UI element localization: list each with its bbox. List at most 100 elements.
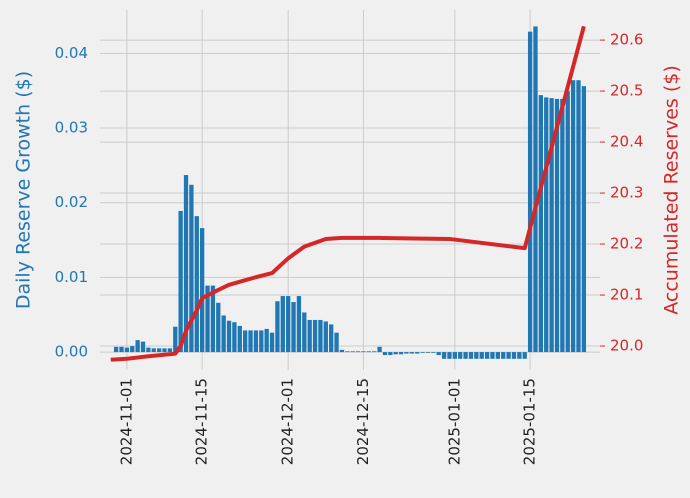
bar — [167, 348, 173, 353]
bar — [243, 330, 248, 353]
bar — [560, 98, 565, 353]
bar — [458, 352, 463, 359]
bar — [533, 26, 538, 353]
bar — [522, 352, 527, 359]
bar — [355, 351, 361, 353]
bar — [409, 352, 414, 354]
bar — [544, 97, 549, 353]
bar — [205, 285, 210, 353]
bar — [173, 326, 178, 353]
bar — [259, 330, 264, 353]
bar — [468, 352, 474, 359]
bar — [495, 352, 500, 359]
bar — [366, 351, 371, 353]
bar — [269, 332, 275, 353]
y2-tick-label: 20.5 — [610, 82, 643, 100]
x-tick-label: 2024-11-15 — [193, 378, 211, 465]
x-tick-label: 2025-01-01 — [445, 378, 463, 465]
bar — [151, 348, 156, 353]
bar — [183, 175, 189, 353]
bar — [232, 322, 237, 353]
bar — [436, 352, 441, 356]
bar — [431, 352, 436, 353]
bar — [554, 98, 560, 353]
y-tick-label: 0.02 — [55, 193, 88, 211]
bar — [264, 328, 269, 353]
bar — [393, 352, 398, 355]
bar — [484, 352, 490, 359]
bar — [189, 184, 194, 353]
x-tick-label: 2024-11-01 — [117, 378, 135, 465]
bar — [312, 319, 318, 353]
bar — [113, 346, 119, 353]
y2-axis-label: Accumulated Reserves ($) — [661, 65, 683, 315]
bar — [296, 296, 302, 353]
bar — [576, 80, 581, 353]
bar — [216, 302, 221, 353]
bar — [194, 216, 199, 353]
bar — [350, 351, 355, 353]
bar — [323, 321, 328, 353]
bar — [307, 319, 312, 353]
bar — [511, 352, 517, 359]
bar — [291, 302, 296, 353]
y2-tick-label: 20.1 — [610, 286, 643, 304]
bar — [156, 348, 162, 353]
bar — [178, 210, 183, 353]
bar — [237, 325, 242, 353]
bar — [135, 340, 140, 353]
bar — [146, 347, 151, 353]
bar — [286, 296, 291, 353]
bar — [280, 296, 285, 353]
bar — [275, 301, 280, 353]
bar — [452, 352, 457, 359]
bar — [162, 348, 167, 353]
bar — [221, 315, 226, 353]
bar — [501, 352, 506, 359]
bar — [382, 352, 388, 356]
bar — [404, 352, 409, 354]
bar — [377, 346, 382, 353]
bar — [479, 352, 484, 359]
bar — [441, 352, 447, 359]
bar — [490, 352, 495, 359]
bar — [447, 352, 452, 359]
bar — [570, 80, 576, 353]
bar — [253, 330, 259, 353]
bar — [200, 228, 205, 353]
bar — [388, 352, 393, 356]
bar — [581, 86, 587, 353]
bar — [398, 352, 404, 355]
bar — [565, 91, 570, 353]
bar — [517, 352, 522, 359]
y-tick-label: 0.04 — [55, 44, 88, 62]
line — [110, 25, 586, 362]
y-tick-label: 0.03 — [55, 119, 88, 137]
bar — [415, 352, 420, 354]
bar — [318, 319, 323, 353]
bar — [226, 320, 232, 353]
bar — [119, 346, 124, 353]
bar — [361, 351, 366, 353]
y-axis-label: Daily Reserve Growth ($) — [13, 71, 35, 309]
bar — [334, 332, 339, 353]
x-tick-label: 2024-12-15 — [354, 378, 372, 465]
bar — [124, 347, 130, 353]
y2-tick-label: 20.3 — [610, 184, 643, 202]
bar — [248, 330, 253, 353]
x-tick-label: 2025-01-15 — [521, 378, 539, 465]
bar — [474, 352, 479, 359]
bar — [302, 312, 307, 353]
y2-tick-label: 20.4 — [610, 133, 643, 151]
bar — [463, 352, 468, 359]
bar — [130, 346, 135, 353]
bar — [210, 285, 216, 353]
bar — [420, 352, 425, 353]
x-tick-label: 2024-12-01 — [279, 378, 297, 465]
bar — [372, 351, 377, 353]
y2-tick-label: 20.0 — [610, 337, 643, 355]
bar — [425, 352, 431, 353]
bar — [549, 98, 554, 353]
